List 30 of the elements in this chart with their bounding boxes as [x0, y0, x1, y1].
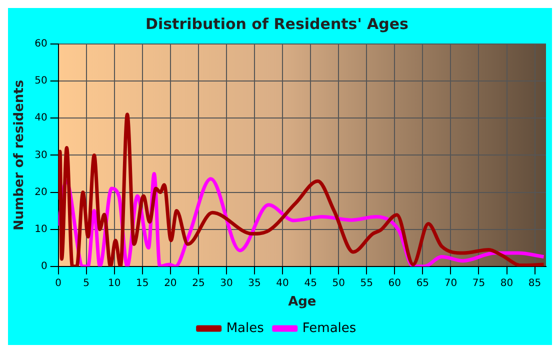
- x-tick-label: 55: [360, 278, 373, 289]
- y-axis-title: Number of residents: [12, 80, 28, 231]
- y-tick-label: 40: [34, 112, 48, 124]
- x-tick-label: 20: [164, 278, 177, 289]
- x-tick-label: 30: [220, 278, 233, 289]
- y-tick-label: 10: [34, 224, 48, 235]
- x-tick-label: 35: [248, 278, 261, 289]
- x-tick-label: 5: [83, 278, 90, 289]
- y-tick-label: 30: [34, 150, 48, 161]
- x-tick-label: 40: [276, 278, 289, 289]
- x-tick-label: 45: [304, 278, 317, 289]
- y-tick-label: 60: [34, 38, 48, 50]
- x-axis-title: Age: [288, 294, 316, 310]
- chart-title: Distribution of Residents' Ages: [146, 14, 409, 33]
- x-tick-label: 0: [55, 278, 62, 289]
- legend-label: Females: [302, 320, 356, 336]
- x-tick-label: 80: [500, 278, 514, 289]
- x-tick-label: 85: [528, 278, 542, 289]
- x-tick-label: 25: [192, 278, 205, 289]
- y-tick-label: 0: [40, 260, 48, 272]
- y-tick-label: 50: [34, 76, 48, 87]
- x-tick-label: 65: [416, 278, 430, 289]
- x-tick-label: 15: [136, 278, 149, 289]
- x-tick-label: 75: [472, 278, 486, 289]
- x-tick-label: 10: [108, 278, 121, 289]
- y-tick-label: 20: [34, 186, 48, 198]
- legend-label: Males: [226, 320, 264, 336]
- x-tick-label: 50: [332, 278, 345, 289]
- x-tick-label: 60: [388, 278, 402, 289]
- x-tick-label: 70: [444, 278, 458, 289]
